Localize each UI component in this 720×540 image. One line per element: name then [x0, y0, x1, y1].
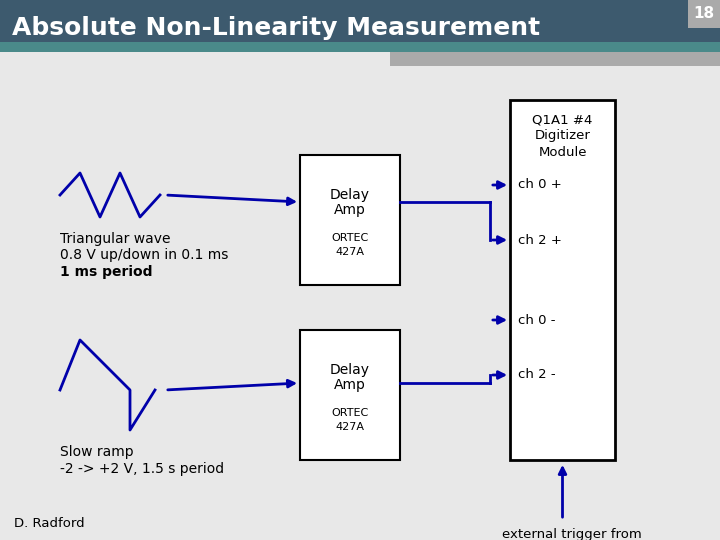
Text: ORTEC: ORTEC	[331, 233, 369, 243]
Text: Triangular wave: Triangular wave	[60, 232, 171, 246]
Text: ch 2 -: ch 2 -	[518, 368, 556, 381]
Text: Digitizer: Digitizer	[534, 130, 590, 143]
Text: ORTEC: ORTEC	[331, 408, 369, 418]
Text: Module: Module	[539, 145, 587, 159]
Bar	[300, 155, 400, 285]
Text: ch 0 +: ch 0 +	[518, 179, 562, 192]
Text: 427A: 427A	[336, 422, 364, 432]
Text: -2 -> +2 V, 1.5 s period: -2 -> +2 V, 1.5 s period	[60, 462, 224, 476]
Text: Amp: Amp	[334, 203, 366, 217]
Text: external trigger from: external trigger from	[503, 528, 642, 540]
Bar	[300, 330, 400, 460]
Bar	[688, 0, 720, 28]
Text: Slow ramp: Slow ramp	[60, 445, 134, 459]
Text: Q1A1 #4: Q1A1 #4	[532, 113, 593, 126]
Text: ch 2 +: ch 2 +	[518, 233, 562, 246]
Text: Delay: Delay	[330, 188, 370, 202]
Text: Amp: Amp	[334, 378, 366, 392]
Text: 18: 18	[693, 6, 714, 22]
Text: 0.8 V up/down in 0.1 ms: 0.8 V up/down in 0.1 ms	[60, 248, 228, 262]
Bar	[390, 52, 720, 66]
Text: D. Radford: D. Radford	[14, 517, 85, 530]
Text: 427A: 427A	[336, 247, 364, 257]
Text: ch 0 -: ch 0 -	[518, 314, 556, 327]
Text: 1 ms period: 1 ms period	[60, 265, 153, 279]
Text: Absolute Non-Linearity Measurement: Absolute Non-Linearity Measurement	[12, 16, 540, 40]
Bar	[0, 42, 720, 52]
Bar	[510, 100, 615, 460]
Bar	[0, 0, 720, 52]
Text: Delay: Delay	[330, 363, 370, 377]
